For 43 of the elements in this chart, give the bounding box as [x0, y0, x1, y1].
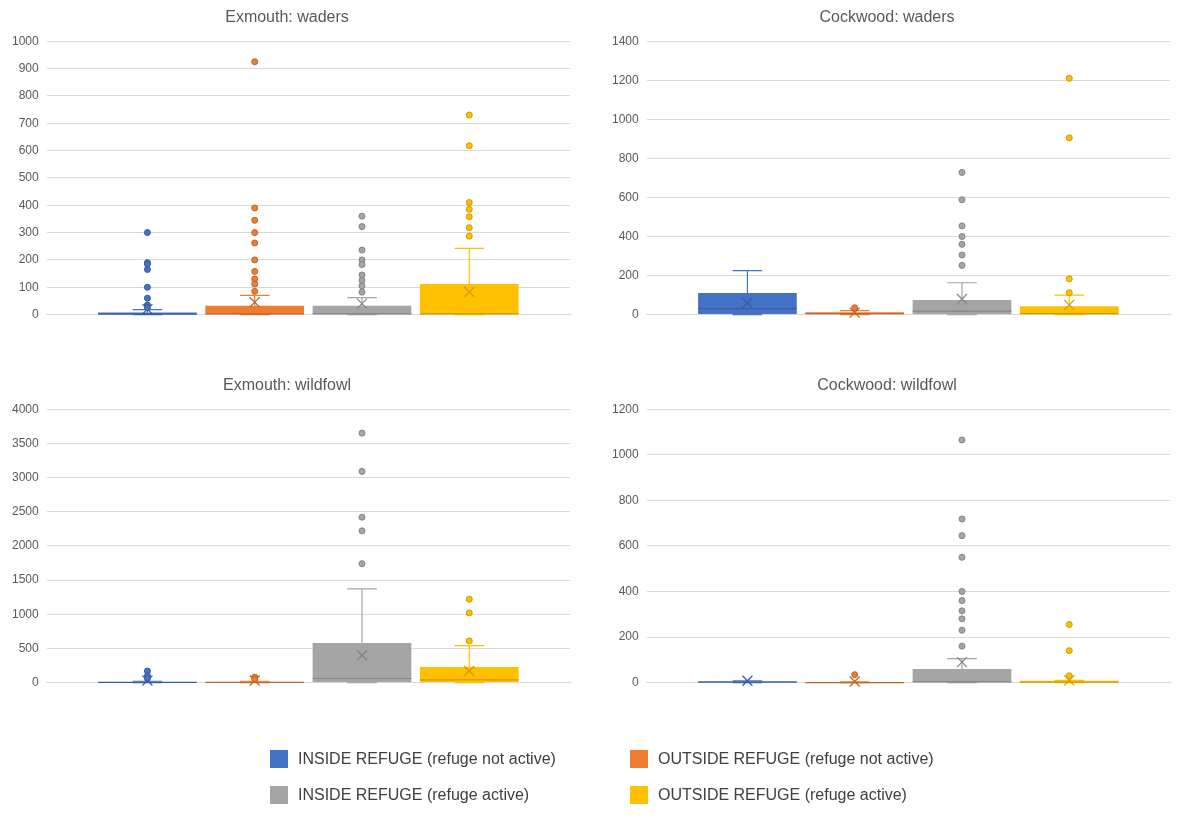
y-tick-label: 900 [18, 60, 40, 75]
y-tick-label: 1500 [11, 572, 40, 587]
y-tick-label: 0 [32, 306, 40, 321]
chart-title: Exmouth: waders [225, 8, 349, 26]
legend-label: INSIDE REFUGE (refuge not active) [298, 750, 556, 768]
y-tick-label: 100 [18, 279, 40, 294]
y-tick-label: 800 [618, 492, 640, 507]
y-tick-label: 2500 [11, 504, 40, 519]
y-tick-label: 1200 [611, 401, 640, 416]
legend-label: INSIDE REFUGE (refuge active) [298, 786, 530, 804]
y-tick-label: 400 [18, 197, 40, 212]
y-tick-label: 600 [618, 189, 640, 204]
y-tick-label: 500 [18, 640, 40, 655]
y-tick-label: 400 [618, 228, 640, 243]
chart-title: Cockwood: waders [819, 8, 955, 26]
y-tick-label: 600 [18, 142, 40, 157]
y-tick-label: 0 [632, 674, 640, 689]
y-tick-label: 700 [18, 115, 40, 130]
y-tick-label: 800 [18, 88, 40, 103]
y-tick-label: 500 [18, 170, 40, 185]
y-tick-label: 200 [618, 629, 640, 644]
y-tick-label: 400 [618, 583, 640, 598]
y-tick-label: 3000 [11, 469, 40, 484]
y-tick-label: 1000 [11, 33, 40, 48]
legend-label: OUTSIDE REFUGE (refuge not active) [658, 750, 934, 768]
y-tick-label: 800 [618, 150, 640, 165]
y-tick-label: 1000 [11, 606, 40, 621]
y-tick-label: 3500 [11, 435, 40, 450]
y-tick-label: 0 [632, 306, 640, 321]
y-tick-label: 1400 [611, 33, 640, 48]
legend-label: OUTSIDE REFUGE (refuge active) [658, 786, 907, 804]
y-tick-label: 0 [32, 674, 40, 689]
y-tick-label: 1000 [611, 111, 640, 126]
y-tick-label: 300 [18, 224, 40, 239]
y-tick-label: 1000 [611, 447, 640, 462]
y-tick-label: 200 [618, 267, 640, 282]
chart-title: Cockwood: wildfowl [817, 376, 957, 394]
y-tick-label: 1200 [611, 72, 640, 87]
y-tick-label: 200 [18, 252, 40, 267]
y-tick-label: 4000 [11, 401, 40, 416]
y-tick-label: 600 [618, 538, 640, 553]
y-tick-label: 2000 [11, 538, 40, 553]
chart-title: Exmouth: wildfowl [222, 376, 352, 394]
